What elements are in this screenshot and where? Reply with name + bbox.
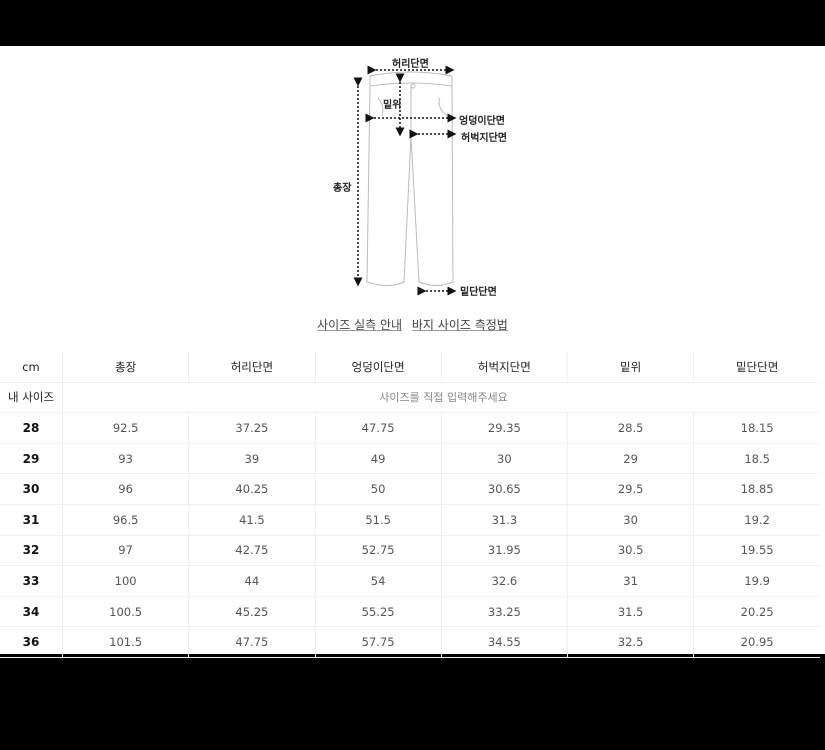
header-hem: 밑단단면 (693, 352, 820, 383)
length-label: 총장 (333, 183, 352, 194)
size-measurement-guide-link[interactable]: 사이즈 실측 안내 (317, 318, 403, 332)
waist-label: 허리단면 (392, 59, 429, 70)
measurement-cell: 30.5 (567, 535, 695, 567)
rise-label: 밑위 (383, 100, 402, 111)
measurement-cell: 19.55 (693, 535, 820, 567)
measurement-cell: 29 (567, 443, 695, 475)
measurement-cell: 32.5 (567, 626, 695, 658)
guide-links: 사이즈 실측 안내 바지 사이즈 측정법 (0, 316, 825, 333)
measurement-cell: 31 (567, 565, 695, 597)
measurement-cell: 41.5 (188, 504, 316, 536)
measurement-cell: 18.5 (693, 443, 820, 475)
table-row: 36 101.5 47.75 57.75 34.55 32.5 20.95 (0, 626, 820, 658)
measurement-cell: 29.35 (441, 412, 569, 444)
measurement-cell: 54 (315, 565, 442, 597)
measurement-cell: 20.95 (693, 626, 820, 658)
size-cell: 34 (0, 596, 63, 628)
table-row: 34 100.5 45.25 55.25 33.25 31.5 20.25 (0, 596, 820, 628)
pants-measure-method-link[interactable]: 바지 사이즈 측정법 (411, 318, 508, 332)
table-row: 28 92.5 37.25 47.75 29.35 28.5 18.15 (0, 412, 820, 444)
table-header-row: cm 총장 허리단면 엉덩이단면 허벅지단면 밑위 밑단단면 (0, 352, 820, 383)
header-waist: 허리단면 (188, 352, 316, 383)
measurement-cell: 33.25 (441, 596, 569, 628)
measurement-cell: 93 (62, 443, 190, 475)
hem-label: 밑단단면 (460, 287, 497, 298)
measurement-cell: 20.25 (693, 596, 820, 628)
size-table: cm 총장 허리단면 엉덩이단면 허벅지단면 밑위 밑단단면 내 사이즈 289… (0, 352, 824, 658)
measurement-cell: 92.5 (62, 412, 190, 444)
measurement-cell: 42.75 (188, 535, 316, 567)
measurement-cell: 47.75 (188, 626, 316, 658)
measurement-cell: 49 (315, 443, 442, 475)
measurement-cell: 29.5 (567, 473, 695, 505)
measurement-cell: 31.5 (567, 596, 695, 628)
measurement-cell: 30 (441, 443, 569, 475)
measurement-cell: 19.9 (693, 565, 820, 597)
measurement-cell: 52.75 (315, 535, 442, 567)
measurement-cell: 34.55 (441, 626, 569, 658)
unit-header: cm (0, 352, 63, 383)
measurement-cell: 18.15 (693, 412, 820, 444)
measurement-cell: 51.5 (315, 504, 442, 536)
measurement-cell: 19.2 (693, 504, 820, 536)
measurement-cell: 30 (567, 504, 695, 536)
measurement-cell: 97 (62, 535, 190, 567)
measurement-cell: 28.5 (567, 412, 695, 444)
measurement-cell: 47.75 (315, 412, 442, 444)
measurement-cell: 55.25 (315, 596, 442, 628)
size-cell: 33 (0, 565, 63, 597)
measurement-cell: 37.25 (188, 412, 316, 444)
size-cell: 28 (0, 412, 63, 444)
my-size-input[interactable] (63, 389, 824, 405)
size-cell: 29 (0, 443, 63, 475)
my-size-label: 내 사이즈 (0, 382, 63, 414)
measurement-cell: 96.5 (62, 504, 190, 536)
measurement-cell: 39 (188, 443, 316, 475)
measurement-cell: 45.25 (188, 596, 316, 628)
measurement-cell: 100.5 (62, 596, 190, 628)
size-cell: 31 (0, 504, 63, 536)
size-guide-panel: 허리단면 밑위 엉덩이단면 허벅지단면 총장 밑단단면 사이즈 실측 안내 바지… (0, 46, 825, 658)
measurement-cell: 40.25 (188, 473, 316, 505)
measurement-cell: 50 (315, 473, 442, 505)
header-hip: 엉덩이단면 (315, 352, 442, 383)
measurement-cell: 31.3 (441, 504, 569, 536)
pants-illustration (353, 65, 457, 296)
measurement-cell: 30.65 (441, 473, 569, 505)
pants-measurement-diagram: 허리단면 밑위 엉덩이단면 허벅지단면 총장 밑단단면 (0, 46, 825, 346)
measurement-cell: 32.6 (441, 565, 569, 597)
measurement-cell: 100 (62, 565, 190, 597)
my-size-row: 내 사이즈 (0, 382, 824, 414)
table-row: 31 96.5 41.5 51.5 31.3 30 19.2 (0, 504, 820, 536)
measurement-cell: 57.75 (315, 626, 442, 658)
size-cell: 36 (0, 626, 63, 658)
header-thigh: 허벅지단면 (441, 352, 569, 383)
thigh-label: 허벅지단면 (461, 133, 507, 144)
measurement-cell: 101.5 (62, 626, 190, 658)
hip-label: 엉덩이단면 (459, 116, 505, 127)
measurement-cell: 44 (188, 565, 316, 597)
header-rise: 밑위 (567, 352, 695, 383)
table-row: 30 96 40.25 50 30.65 29.5 18.85 (0, 473, 820, 505)
size-cell: 32 (0, 535, 63, 567)
table-row: 33 100 44 54 32.6 31 19.9 (0, 565, 820, 597)
measurement-cell: 18.85 (693, 473, 820, 505)
size-cell: 30 (0, 473, 63, 505)
header-total-length: 총장 (62, 352, 190, 383)
table-row: 29 93 39 49 30 29 18.5 (0, 443, 820, 475)
table-row: 32 97 42.75 52.75 31.95 30.5 19.55 (0, 535, 820, 567)
measurement-cell: 96 (62, 473, 190, 505)
measurement-cell: 31.95 (441, 535, 569, 567)
